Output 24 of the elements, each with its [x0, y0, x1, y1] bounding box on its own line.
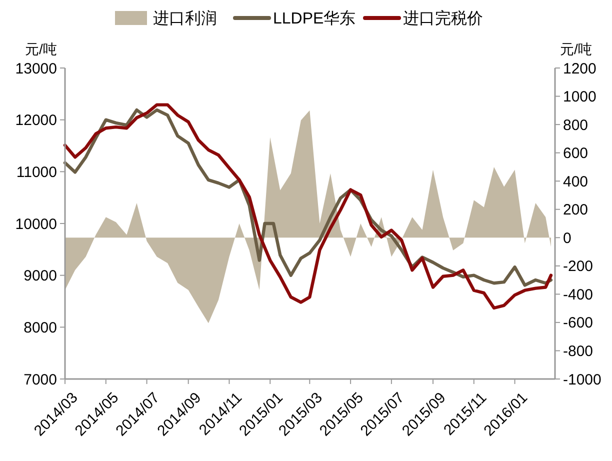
y2-tick-label: -800 [563, 342, 594, 360]
y-tick-label: 9000 [24, 268, 57, 285]
y-tick-label: 13000 [15, 60, 57, 78]
y2-tick-label: 200 [563, 202, 588, 219]
y2-tick-label: 0 [563, 230, 572, 247]
legend-label: 进口利润 [153, 10, 217, 28]
y-tick-label: 10000 [15, 216, 57, 233]
y-tick-label: 8000 [24, 319, 57, 336]
y2-tick-label: -1000 [563, 371, 602, 388]
y-tick-label: 11000 [16, 164, 57, 181]
y-tick-label: 7000 [24, 371, 57, 388]
y-tick-label: 12000 [15, 112, 57, 130]
y-axis-title: 元/吨 [25, 41, 57, 57]
y2-tick-label: 600 [563, 145, 588, 162]
y2-tick-label: -600 [563, 314, 594, 332]
y2-tick-label: -400 [563, 286, 594, 304]
legend-label: LLDPE华东 [273, 10, 356, 28]
y2-tick-label: -200 [563, 258, 594, 276]
y2-tick-label: 800 [563, 116, 588, 134]
y2-tick-label: 1000 [563, 88, 596, 106]
y2-axis-title: 元/吨 [560, 41, 592, 57]
legend-label: 进口完税价 [403, 10, 483, 28]
y2-tick-label: 400 [563, 173, 588, 190]
y2-tick-label: 1200 [563, 60, 596, 78]
